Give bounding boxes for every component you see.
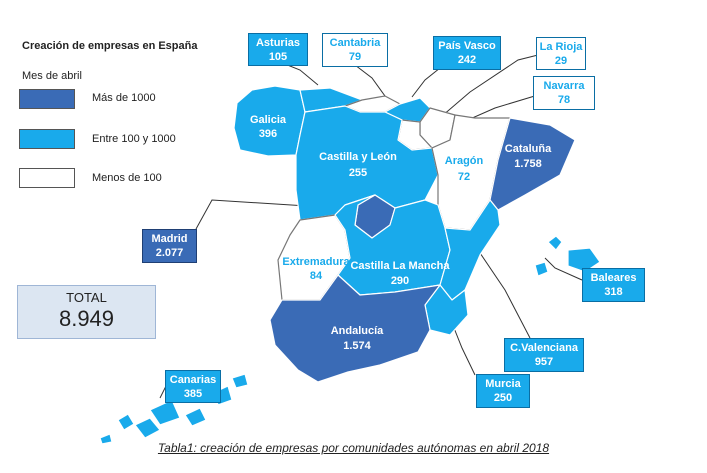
legend-label-high: Más de 1000 — [92, 92, 156, 104]
callout-pais-vasco-name: País Vasco — [438, 40, 496, 52]
island-la-palma — [117, 413, 135, 431]
legend-title: Creación de empresas en España — [22, 40, 198, 52]
callout-navarra-value: 78 — [557, 94, 571, 106]
callout-murcia: Murcia 250 — [476, 374, 530, 408]
legend-label-mid: Entre 100 y 1000 — [92, 133, 176, 145]
region-andalucia — [269, 274, 441, 383]
total-label: TOTAL — [66, 290, 107, 305]
island-menorca — [547, 235, 563, 251]
callout-cantabria-value: 79 — [348, 51, 362, 63]
total-value: 8.949 — [58, 306, 115, 331]
leader-la-rioja — [427, 54, 539, 129]
island-lanzarote — [231, 373, 249, 389]
island-tenerife — [149, 399, 181, 426]
label-extremadura-name: Extremadura — [282, 256, 350, 268]
callout-c-valenciana-name: C.Valenciana — [510, 342, 578, 354]
island-hierro — [99, 433, 113, 445]
label-castilla-mancha-name: Castilla La Mancha — [350, 260, 450, 272]
label-galicia-name: Galicia — [250, 114, 287, 126]
label-andalucia-name: Andalucía — [331, 325, 384, 337]
callout-la-rioja-value: 29 — [554, 55, 568, 67]
callout-canarias-name: Canarias — [169, 374, 217, 386]
legend-label-low: Menos de 100 — [92, 172, 162, 184]
leader-c-valenciana — [477, 249, 531, 339]
island-ibiza — [534, 261, 549, 277]
leader-baleares — [544, 257, 583, 281]
label-extremadura-value: 84 — [310, 270, 323, 282]
label-aragon-value: 72 — [458, 171, 470, 183]
callout-pais-vasco: País Vasco 242 — [433, 36, 501, 70]
callout-baleares: Baleares 318 — [582, 268, 645, 302]
callout-navarra-name: Navarra — [543, 80, 585, 92]
legend-swatch-mid — [19, 129, 75, 149]
callout-madrid-name: Madrid — [151, 233, 188, 245]
total-box: TOTAL 8.949 — [17, 285, 156, 339]
callout-cantabria: Cantabria 79 — [322, 33, 388, 67]
figure-caption: Tabla1: creación de empresas por comunid… — [157, 441, 550, 455]
legend-swatch-high — [19, 89, 75, 109]
island-gran-canaria — [184, 407, 207, 427]
label-castilla-leon-value: 255 — [349, 167, 367, 179]
island-mallorca — [567, 247, 601, 273]
label-castilla-leon-name: Castilla y León — [319, 151, 397, 163]
label-andalucia-value: 1.574 — [343, 340, 371, 352]
leader-cantabria — [354, 64, 386, 97]
callout-canarias: Canarias 385 — [165, 370, 221, 403]
label-cataluna-value: 1.758 — [514, 158, 542, 170]
callout-la-rioja-name: La Rioja — [539, 41, 583, 53]
legend-subtitle: Mes de abril — [22, 70, 82, 82]
label-castilla-mancha-value: 290 — [391, 275, 409, 287]
callout-cantabria-name: Cantabria — [329, 37, 381, 49]
leader-pais-vasco — [411, 67, 441, 98]
island-la-gomera — [134, 417, 161, 439]
callout-baleares-value: 318 — [604, 286, 623, 298]
callout-c-valenciana-value: 957 — [534, 356, 554, 368]
leader-asturias — [284, 63, 319, 86]
leader-murcia — [453, 327, 476, 376]
callout-murcia-name: Murcia — [485, 378, 521, 390]
callout-pais-vasco-value: 242 — [457, 54, 477, 66]
callout-la-rioja: La Rioja 29 — [536, 37, 586, 70]
callout-baleares-name: Baleares — [590, 272, 637, 284]
label-cataluna-name: Cataluña — [505, 143, 552, 155]
region-cataluna — [489, 117, 576, 211]
callout-madrid-value: 2.077 — [155, 247, 184, 259]
callout-canarias-value: 385 — [183, 388, 203, 400]
callout-murcia-value: 250 — [493, 392, 513, 404]
callout-c-valenciana: C.Valenciana 957 — [504, 338, 584, 372]
callout-asturias-value: 105 — [268, 51, 288, 63]
callout-asturias: Asturias 105 — [248, 33, 308, 66]
legend-swatch-low — [19, 168, 75, 188]
callout-asturias-name: Asturias — [255, 37, 301, 49]
callout-navarra: Navarra 78 — [533, 76, 595, 110]
label-aragon-name: Aragón — [445, 155, 484, 167]
callout-madrid: Madrid 2.077 — [142, 229, 197, 263]
label-galicia-value: 396 — [259, 128, 277, 140]
